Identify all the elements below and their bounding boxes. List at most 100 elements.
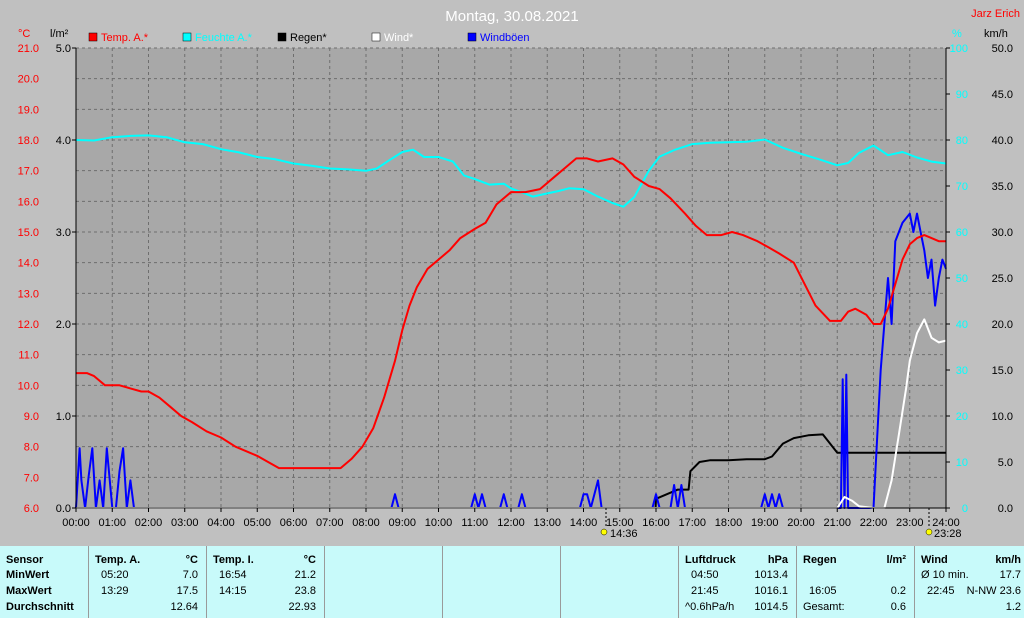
legend-swatch-humidity bbox=[182, 32, 192, 42]
temp-tick-label: 18.0 bbox=[18, 135, 39, 147]
rain-tick-label: 5.0 bbox=[56, 43, 71, 55]
wind-tick-label: 5.0 bbox=[998, 457, 1013, 469]
humidity-tick-label: 80 bbox=[956, 135, 968, 147]
humidity-tick-label: 50 bbox=[956, 273, 968, 285]
temp-i-column: Temp. I. °C 16:54 21.2 14:15 23.8 22.93 bbox=[206, 546, 324, 618]
x-tick-label: 01:00 bbox=[98, 517, 126, 529]
temp-tick-label: 8.0 bbox=[24, 442, 39, 454]
sunset-marker: 23:28 bbox=[925, 508, 962, 540]
rain-unit-label: l/m² bbox=[50, 28, 69, 40]
temp-i-unit: °C bbox=[303, 554, 316, 566]
wind-column: Wind km/h Ø 10 min. 17.7 22:45 N-NW 23.6… bbox=[914, 546, 1024, 618]
x-tick-label: 19:00 bbox=[751, 517, 779, 529]
pressure-max-val: 1016.1 bbox=[754, 585, 788, 597]
temp-i-avg: 22.93 bbox=[288, 601, 316, 613]
temp-i-title: Temp. I. bbox=[213, 554, 254, 566]
temp-tick-label: 15.0 bbox=[18, 227, 39, 239]
sunrise-icon bbox=[600, 528, 608, 536]
rain-val: 0.2 bbox=[890, 585, 906, 597]
wind-tick-label: 0.0 bbox=[998, 503, 1013, 515]
temp-tick-label: 17.0 bbox=[18, 166, 39, 178]
avg-label: Durchschnitt bbox=[6, 601, 74, 613]
legend: Temp. A.* Feuchte A.* Regen* Wind* Windb… bbox=[88, 32, 530, 44]
x-tick-label: 13:00 bbox=[533, 517, 561, 529]
wind-last: 1.2 bbox=[1005, 601, 1021, 613]
pressure-min-time: 04:50 bbox=[691, 569, 719, 581]
temp-tick-label: 7.0 bbox=[24, 472, 39, 484]
pressure-column: Luftdruck hPa 04:50 1013.4 21:45 1016.1 … bbox=[678, 546, 796, 618]
legend-humidity: Feuchte A.* bbox=[195, 32, 253, 44]
pressure-min-val: 1013.4 bbox=[754, 569, 788, 581]
sensor-header: Sensor bbox=[6, 554, 44, 566]
wind-tick-label: 35.0 bbox=[992, 181, 1013, 193]
x-tick-label: 05:00 bbox=[243, 517, 271, 529]
temp-i-max-time: 14:15 bbox=[219, 585, 247, 597]
empty-column-2 bbox=[442, 546, 560, 618]
wind-tick-label: 20.0 bbox=[992, 319, 1013, 331]
humidity-tick-label: 0 bbox=[962, 503, 968, 515]
x-tick-label: 20:00 bbox=[787, 517, 815, 529]
sunrise-marker: 14:36 bbox=[600, 508, 638, 540]
x-tick-label: 21:00 bbox=[823, 517, 851, 529]
humidity-tick-label: 70 bbox=[956, 181, 968, 193]
temp-a-avg: 12.64 bbox=[170, 601, 198, 613]
humidity-tick-label: 60 bbox=[956, 227, 968, 239]
legend-temp: Temp. A.* bbox=[101, 32, 149, 44]
x-tick-label: 23:00 bbox=[896, 517, 924, 529]
temp-i-max-val: 23.8 bbox=[294, 585, 316, 597]
temp-a-column: Temp. A. °C 05:20 7.0 13:29 17.5 12.64 bbox=[88, 546, 206, 618]
temp-i-min-val: 21.2 bbox=[294, 569, 316, 581]
rain-tick-label: 1.0 bbox=[56, 411, 71, 423]
humidity-unit-label: % bbox=[952, 28, 962, 40]
temp-a-unit: °C bbox=[185, 554, 198, 566]
sunrise-time: 14:36 bbox=[610, 528, 638, 540]
rain-series bbox=[76, 433, 946, 509]
temp-tick-label: 9.0 bbox=[24, 411, 39, 423]
min-label: MinWert bbox=[6, 569, 50, 581]
author-label: Jarz Erich bbox=[971, 8, 1020, 20]
legend-gust: Windböen bbox=[480, 32, 530, 44]
temp-tick-label: 16.0 bbox=[18, 196, 39, 208]
temp-tick-label: 21.0 bbox=[18, 43, 39, 55]
x-tick-label: 22:00 bbox=[860, 517, 888, 529]
x-tick-label: 04:00 bbox=[207, 517, 235, 529]
temp-a-title: Temp. A. bbox=[95, 554, 141, 566]
wind-tick-label: 45.0 bbox=[992, 89, 1013, 101]
empty-column-3 bbox=[560, 546, 678, 618]
x-tick-label: 16:00 bbox=[642, 517, 670, 529]
rain-tick-label: 0.0 bbox=[56, 503, 71, 515]
humidity-tick-label: 90 bbox=[956, 89, 968, 101]
pressure-trend-val: 1014.5 bbox=[754, 601, 788, 613]
legend-swatch-temp bbox=[88, 32, 98, 42]
humidity-tick-label: 10 bbox=[956, 457, 968, 469]
rain-time: 16:05 bbox=[809, 585, 837, 597]
sunset-time: 23:28 bbox=[934, 528, 962, 540]
rain-total-label: Gesamt: bbox=[803, 601, 845, 613]
x-tick-label: 08:00 bbox=[352, 517, 380, 529]
pressure-trend-label: ^0.6hPa/h bbox=[685, 601, 735, 613]
wind-unit-label: km/h bbox=[984, 28, 1008, 40]
temp-a-max-time: 13:29 bbox=[101, 585, 129, 597]
empty-column-1 bbox=[324, 546, 442, 618]
x-tick-label: 03:00 bbox=[171, 517, 199, 529]
humidity-tick-label: 100 bbox=[950, 43, 968, 55]
temp-tick-label: 19.0 bbox=[18, 104, 39, 116]
pressure-title: Luftdruck bbox=[685, 554, 736, 566]
x-tick-label: 09:00 bbox=[388, 517, 416, 529]
temp-tick-label: 6.0 bbox=[24, 503, 39, 515]
x-tick-label: 15:00 bbox=[606, 517, 634, 529]
humidity-tick-label: 30 bbox=[956, 365, 968, 377]
x-tick-label: 18:00 bbox=[715, 517, 743, 529]
temp-a-max-val: 17.5 bbox=[176, 585, 198, 597]
legend-swatch-gust bbox=[467, 32, 477, 42]
temp-tick-label: 14.0 bbox=[18, 258, 39, 270]
x-tick-label: 02:00 bbox=[135, 517, 163, 529]
rain-tick-label: 2.0 bbox=[56, 319, 71, 331]
rain-title: Regen bbox=[803, 554, 837, 566]
temp-unit-label: °C bbox=[18, 28, 30, 40]
x-tick-label: 12:00 bbox=[497, 517, 525, 529]
rain-unit: l/m² bbox=[886, 554, 906, 566]
sunset-icon bbox=[925, 528, 933, 536]
humidity-tick-label: 40 bbox=[956, 319, 968, 331]
axis-labels: 00:00 01:00 02:00 03:00 04:00 05:00 06:00 07:00… bbox=[18, 43, 1013, 529]
